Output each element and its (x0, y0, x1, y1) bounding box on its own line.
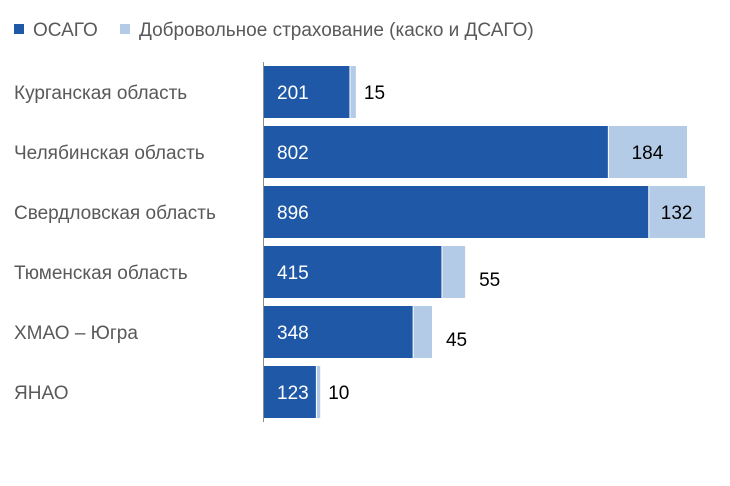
bar-voluntary (413, 306, 432, 358)
bar-osago (264, 366, 316, 418)
data-label-voluntary: 132 (661, 203, 693, 224)
category-label: Челябинская область (14, 143, 205, 164)
bar-osago (264, 306, 413, 358)
data-label-osago: 896 (277, 203, 309, 224)
legend-swatch-1 (120, 24, 130, 34)
data-label-osago: 802 (277, 143, 309, 164)
category-label: Курганская область (14, 83, 187, 104)
category-label: ЯНАО (14, 383, 68, 404)
data-label-voluntary: 45 (446, 330, 467, 351)
category-label: ХМАО – Югра (14, 323, 138, 344)
data-label-voluntary: 55 (479, 270, 500, 291)
category-label: Тюменская область (14, 263, 188, 284)
bar-voluntary (608, 126, 687, 178)
data-label-voluntary: 184 (632, 143, 664, 164)
data-label-osago: 123 (277, 383, 309, 404)
legend-label-0: ОСАГО (33, 20, 98, 41)
data-label-voluntary: 15 (364, 83, 385, 104)
data-label-osago: 201 (277, 83, 309, 104)
data-label-osago: 348 (277, 323, 309, 344)
bar-osago (264, 126, 608, 178)
bar-voluntary (442, 246, 466, 298)
bar-voluntary (649, 186, 706, 238)
bar-voluntary (350, 66, 356, 118)
bar-osago (264, 246, 442, 298)
data-label-osago: 415 (277, 263, 309, 284)
bar-osago (264, 66, 350, 118)
category-label: Свердловская область (14, 203, 216, 224)
legend-label-1: Добровольное страхование (каско и ДСАГО) (139, 20, 534, 41)
bar-voluntary (316, 366, 321, 418)
data-label-voluntary: 10 (328, 383, 349, 404)
bar-osago (264, 186, 649, 238)
legend-swatch-0 (14, 24, 24, 34)
